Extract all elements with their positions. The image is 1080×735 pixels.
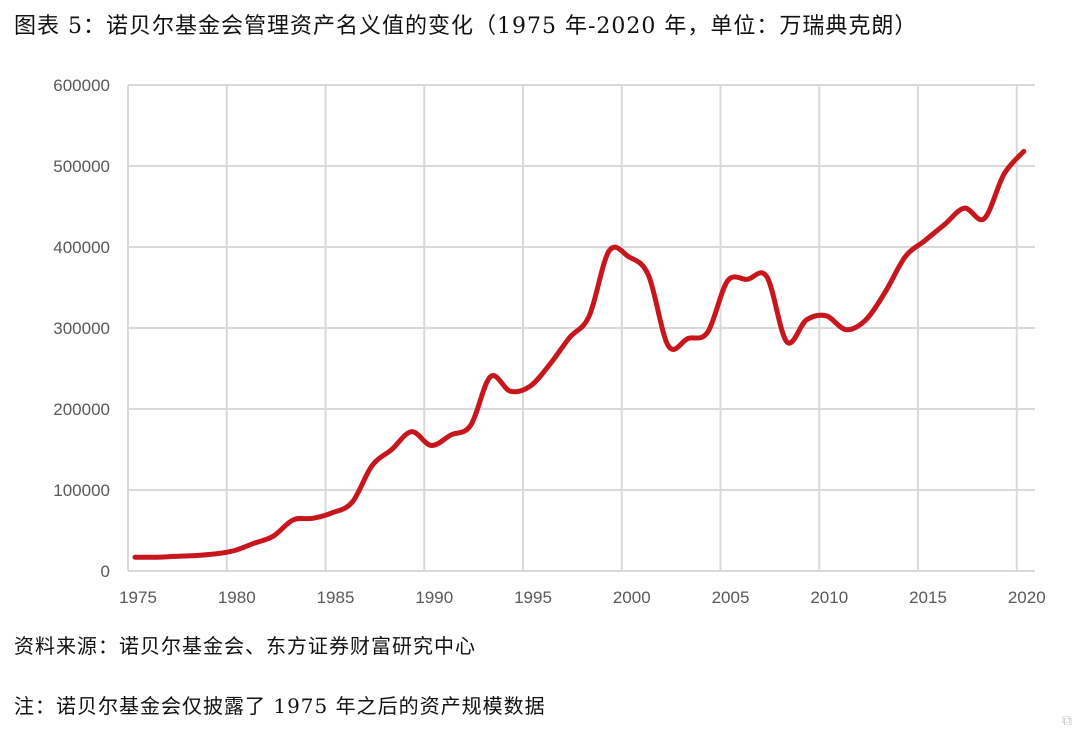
line-chart: 0 100000 200000 300000 400000 500000 600000 197… [53,76,1046,607]
y-tick-label: 200000 [53,400,110,419]
x-tick-label: 2000 [613,588,651,607]
x-tick-label: 1985 [317,588,355,607]
x-tick-label: 1990 [415,588,453,607]
x-tick-label: 2005 [712,588,750,607]
x-tick-label: 1975 [119,588,157,607]
y-tick-label: 500000 [53,157,110,176]
footnote: 注：诺贝尔基金会仅披露了 1975 年之后的资产规模数据 [14,694,546,718]
y-tick-label: 300000 [53,319,110,338]
x-tick-label: 1995 [514,588,552,607]
y-tick-label: 0 [101,562,110,581]
x-tick-label: 2015 [909,588,947,607]
x-tick-label: 2010 [810,588,848,607]
series-line [132,148,1027,560]
source-note: 资料来源：诺贝尔基金会、东方证券财富研究中心 [14,634,476,658]
y-tick-label: 600000 [53,76,110,95]
watermark-logo: ⧉ [1062,713,1072,729]
x-tick-label: 1980 [218,588,256,607]
y-tick-label: 100000 [53,481,110,500]
y-tick-label: 400000 [53,238,110,257]
x-tick-label: 2020 [1008,588,1046,607]
chart-title: 图表 5：诺贝尔基金会管理资产名义值的变化（1975 年-2020 年，单位：万… [14,14,918,39]
